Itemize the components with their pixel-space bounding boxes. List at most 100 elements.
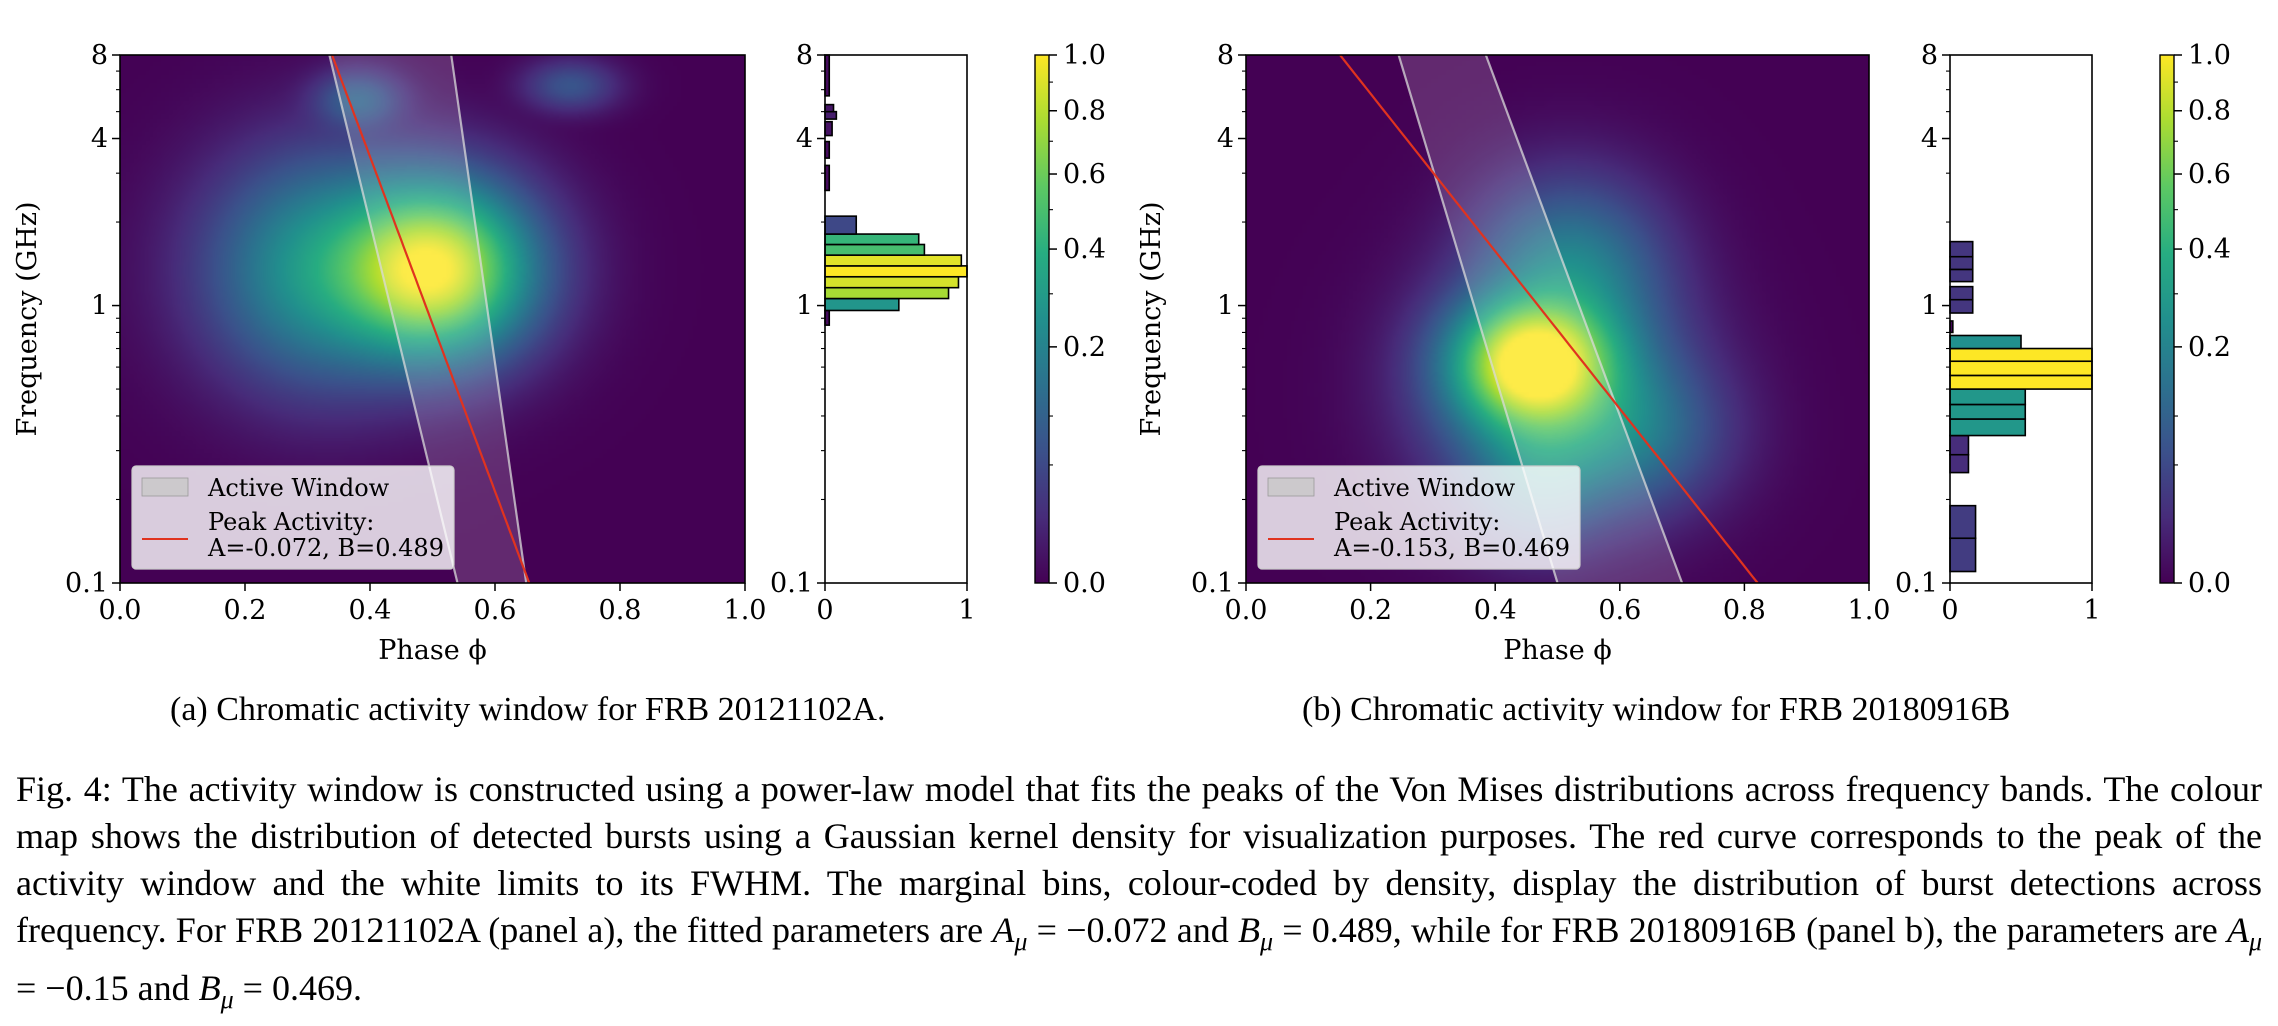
marginal-y-tick-label: 8 [796,40,813,71]
histogram-bar [1949,334,2022,350]
y-tick-label: 4 [91,124,108,155]
histogram-bar [1949,255,1974,271]
figure-caption: Fig. 4: The activity window is construct… [16,769,2262,1015]
peak-activity-curve [1339,55,1759,583]
legend-label-peak: Peak Activity: [1334,508,1500,536]
histogram-bar [1949,360,2093,377]
x-tick-label: 0.2 [1349,595,1392,626]
legend-box [1257,465,1581,570]
marginal-axes-frame [1949,54,2093,584]
marginal-y-tick-label: 4 [1921,124,1938,155]
histogram-bar [1949,374,2093,390]
legend-swatch-active-window [141,477,189,497]
panel-a: 0.0 0.2 0.4 0.6 0.8 1.0 0.1 1 4 8 Phase ϕ Frequency… [12,40,1106,666]
histogram-bar [824,215,858,235]
histogram-bar [1949,240,1974,258]
legend-label-active-window: Active Window [1333,474,1516,502]
peak-activity-curve [331,55,531,583]
colorbar-tick-label: 0.4 [2188,234,2231,265]
x-tick-label: 0.6 [474,595,517,626]
histogram-bar [1949,347,2093,363]
histogram-bar [824,275,960,289]
window-edge-right [450,55,528,583]
histogram-bar [824,265,968,278]
legend-label-peak-params: A=-0.072, B=0.489 [207,534,444,562]
histogram-bar [824,297,900,312]
y-tick-label: 1 [91,291,108,322]
legend-box [131,465,455,570]
histogram-bar [1949,285,1974,301]
colorbar-tick-label: 0.6 [2188,159,2231,190]
x-tick-label: 0.6 [1598,595,1641,626]
histogram-bar [1949,418,2027,437]
x-axis-label: Phase ϕ [1503,635,1611,666]
marginal-x-tick-label: 1 [2083,595,2100,626]
colorbar-tick-label: 0.0 [2188,568,2231,599]
x-tick-label: 0.4 [349,595,392,626]
x-tick-label: 0.8 [599,595,642,626]
y-tick-label: 8 [1217,40,1234,71]
y-axis-label: Frequency (GHz) [12,201,43,436]
colorbar-tick-label: 0.8 [2188,96,2231,127]
marginal-histogram: 0 1 0.1 1 4 8 [1895,40,2101,626]
colorbar-ramp [2159,54,2175,584]
legend: Active Window Peak Activity:A=-0.072, B=0… [131,465,455,570]
y-tick-label: 0.1 [1191,568,1234,599]
colorbar-tick-label: 1.0 [2188,40,2231,71]
x-tick-label: 0.0 [99,595,142,626]
window-band [1398,55,1683,583]
marginal-axes-frame [824,54,968,584]
histogram-bar [824,110,838,120]
x-tick-label: 0.8 [1723,595,1766,626]
y-tick-label: 8 [91,40,108,71]
y-tick-label: 4 [1217,124,1234,155]
marginal-histogram: 0 1 0.1 1 4 8 [770,40,976,626]
legend-label-peak: Peak Activity: [208,508,374,536]
colorbar-tick-label: 0.8 [1063,96,1106,127]
marginal-y-tick-label: 8 [1921,40,1938,71]
marginal-x-tick-label: 0 [1941,595,1958,626]
marginal-x-tick-label: 0 [816,595,833,626]
y-tick-label: 1 [1217,291,1234,322]
colorbar-tick-label: 0.4 [1063,234,1106,265]
y-axis-label: Frequency (GHz) [1136,201,1167,436]
histogram-bar [1949,268,1974,283]
window-band [329,55,527,583]
x-tick-label: 0.0 [1225,595,1268,626]
histogram-bar [1949,298,1974,314]
marginal-y-tick-label: 0.1 [1895,568,1938,599]
histogram-bar [1949,537,1977,573]
window-edge-right [1484,55,1684,583]
x-tick-label: 0.4 [1474,595,1517,626]
histogram-bar [1949,434,1970,456]
x-tick-label: 1.0 [1848,595,1891,626]
colorbar: 0.0 0.2 0.4 0.6 0.8 1.0 [1034,40,1106,599]
panel-a-caption: (a) Chromatic activity window for FRB 20… [170,691,886,728]
main-axes-frame [119,54,746,584]
colorbar-tick-label: 0.0 [1063,568,1106,599]
legend: Active Window Peak Activity:A=-0.153, B=0… [1257,465,1581,570]
x-tick-label: 0.2 [224,595,267,626]
y-tick-label: 0.1 [65,568,108,599]
legend-swatch-active-window [1267,477,1315,497]
marginal-y-tick-label: 0.1 [770,568,813,599]
histogram-bar [1949,453,1970,474]
legend-label-active-window: Active Window [207,474,390,502]
x-axis-label: Phase ϕ [378,635,486,666]
histogram-bar [1949,403,2027,420]
histogram-bar [824,233,920,246]
histogram-bar [824,120,833,137]
marginal-y-tick-label: 4 [796,124,813,155]
histogram-bar [1949,388,2027,406]
histogram-bar [824,254,963,267]
marginal-x-tick-label: 1 [958,595,975,626]
legend-label-peak-params: A=-0.153, B=0.469 [1333,534,1570,562]
marginal-y-tick-label: 1 [796,291,813,322]
main-axes-frame [1245,54,1870,584]
colorbar-tick-label: 1.0 [1063,40,1106,71]
marginal-y-tick-label: 1 [1921,291,1938,322]
panel-b-caption: (b) Chromatic activity window for FRB 20… [1302,691,2011,728]
colorbar: 0.0 0.2 0.4 0.6 0.8 1.0 [2159,40,2231,599]
